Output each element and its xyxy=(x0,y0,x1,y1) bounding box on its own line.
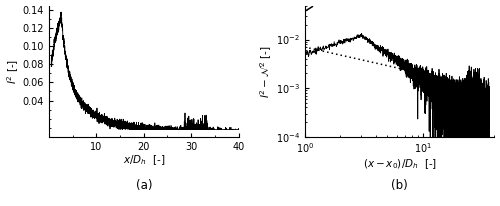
Y-axis label: $I^2$ [-]: $I^2$ [-] xyxy=(6,59,21,84)
X-axis label: $(x - x_0)/D_h$  [-]: $(x - x_0)/D_h$ [-] xyxy=(362,157,436,171)
X-axis label: $x/D_h$  [-]: $x/D_h$ [-] xyxy=(122,153,165,167)
Y-axis label: $I^2 - \mathcal{N}^2$ [-]: $I^2 - \mathcal{N}^2$ [-] xyxy=(258,45,274,97)
Text: (a): (a) xyxy=(136,179,152,192)
Text: (b): (b) xyxy=(391,179,408,192)
